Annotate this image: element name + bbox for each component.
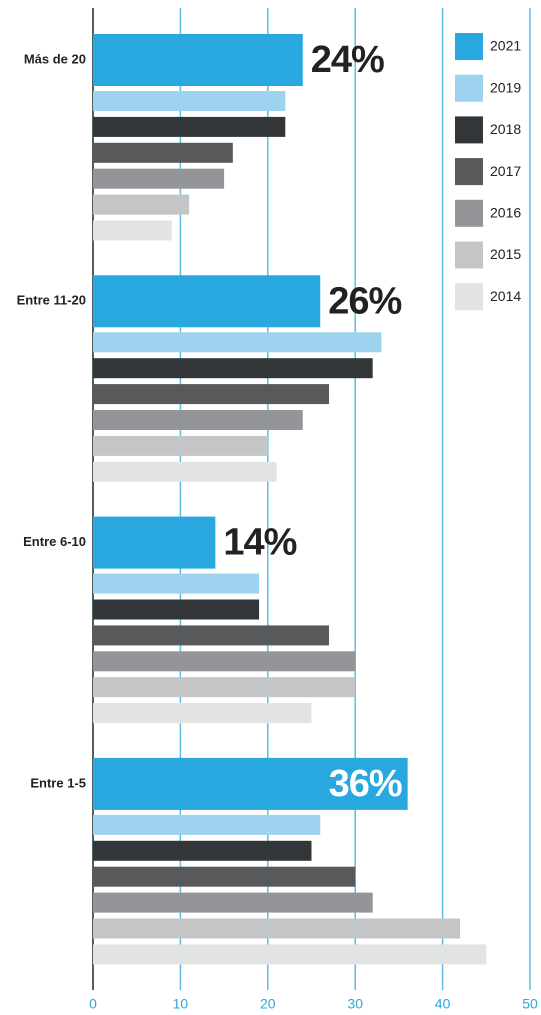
legend-swatch: [455, 241, 483, 269]
legend-label: 2015: [490, 246, 521, 262]
value-label: 14%: [223, 522, 296, 564]
legend-swatch: [455, 199, 483, 227]
bar: [93, 892, 373, 913]
bar: [93, 757, 408, 810]
bar: [93, 516, 216, 569]
category-label: Más de 20: [24, 51, 86, 66]
legend-swatch: [455, 74, 483, 102]
bar: [93, 677, 356, 698]
bar: [93, 866, 356, 887]
bar: [93, 194, 190, 215]
value-label: 36%: [329, 763, 402, 805]
legend-label: 2017: [490, 163, 521, 179]
x-tick-label: 30: [347, 996, 363, 1012]
category-label: Entre 6-10: [23, 534, 86, 549]
bar: [93, 918, 461, 939]
value-label: 24%: [311, 39, 384, 81]
bar: [93, 142, 233, 163]
bar: [93, 461, 277, 482]
bar: [93, 651, 356, 672]
bar: [93, 275, 321, 328]
legend-label: 2014: [490, 288, 521, 304]
legend-swatch: [455, 116, 483, 144]
bar: [93, 840, 312, 861]
x-tick-label: 10: [173, 996, 189, 1012]
category-label: Entre 11-20: [17, 293, 86, 308]
bar: [93, 435, 268, 456]
bar: [93, 625, 329, 646]
bar: [93, 91, 286, 111]
legend-label: 2019: [490, 79, 521, 95]
bar: [93, 814, 321, 835]
bar: [93, 332, 382, 353]
legend-swatch: [455, 158, 483, 186]
bar: [93, 168, 225, 189]
bar: [93, 944, 487, 965]
legend-label: 2018: [490, 121, 521, 137]
legend-label: 2021: [490, 38, 521, 54]
bar: [93, 703, 312, 724]
x-tick-label: 50: [522, 996, 538, 1012]
x-tick-label: 20: [260, 996, 276, 1012]
bar: [93, 34, 303, 86]
bar: [93, 573, 260, 594]
bar: [93, 220, 172, 241]
bar: [93, 384, 329, 405]
x-tick-label: 0: [89, 996, 97, 1012]
bar: [93, 116, 286, 137]
value-label: 26%: [328, 280, 401, 322]
x-tick-label: 40: [435, 996, 451, 1012]
legend-label: 2016: [490, 205, 521, 221]
bar: [93, 599, 260, 620]
legend-swatch: [455, 283, 483, 311]
bar: [93, 410, 303, 430]
category-label: Entre 1-5: [30, 775, 86, 790]
bar: [93, 358, 373, 379]
legend-swatch: [455, 33, 483, 60]
